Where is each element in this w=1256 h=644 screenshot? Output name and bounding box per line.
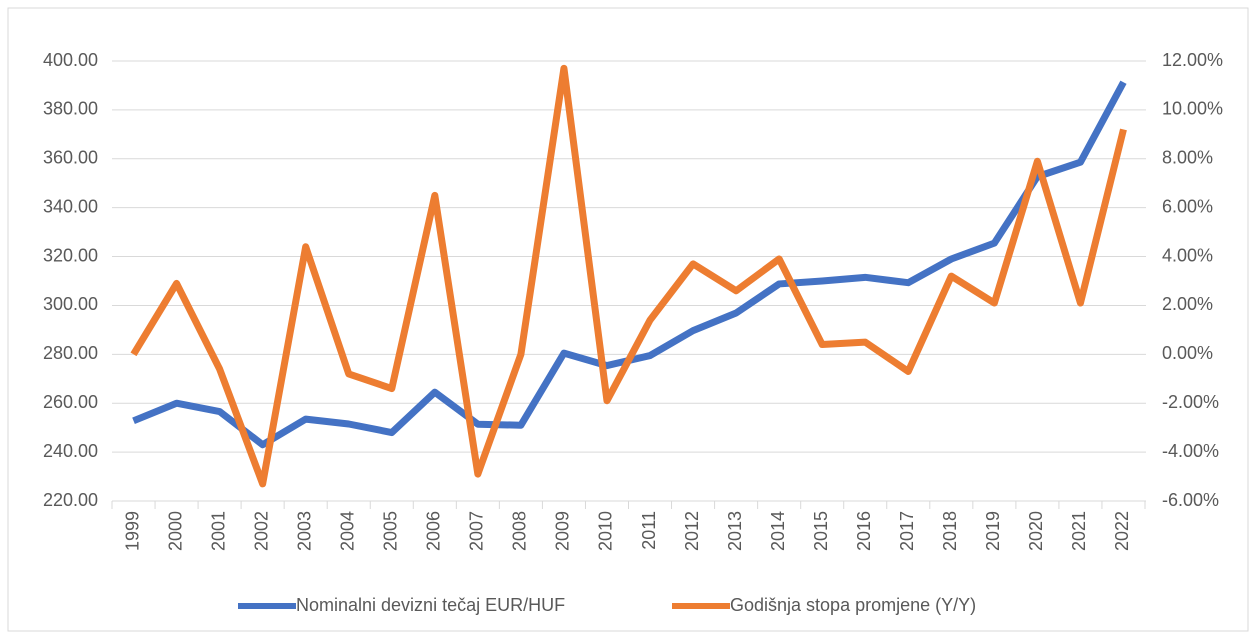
x-tick-label: 2004 [337,511,357,551]
legend-label: Godišnja stopa promjene (Y/Y) [730,595,976,615]
y-tick-label: 280.00 [43,343,98,363]
y2-tick-label: -6.00% [1162,490,1219,510]
x-tick-label: 2001 [208,511,228,551]
y-tick-label: 260.00 [43,392,98,412]
x-tick-label: 2013 [725,511,745,551]
legend-label: Nominalni devizni tečaj EUR/HUF [296,595,565,615]
x-tick-label: 1999 [122,511,142,551]
x-tick-label: 2010 [596,511,616,551]
y-tick-label: 360.00 [43,148,98,168]
x-tick-label: 2021 [1069,511,1089,551]
x-tick-label: 2016 [854,511,874,551]
y-tick-label: 320.00 [43,245,98,265]
x-tick-label: 2017 [897,511,917,551]
x-tick-label: 2018 [940,511,960,551]
y2-tick-label: -2.00% [1162,392,1219,412]
x-tick-label: 2008 [510,511,530,551]
y-tick-label: 380.00 [43,99,98,119]
x-tick-label: 2019 [983,511,1003,551]
x-tick-label: 2002 [251,511,271,551]
series-line [130,64,1127,488]
y2-tick-label: -4.00% [1162,441,1219,461]
y2-tick-label: 8.00% [1162,148,1213,168]
y-tick-label: 340.00 [43,196,98,216]
x-tick-label: 2003 [294,511,314,551]
chart-border [7,7,1249,632]
y-tick-label: 300.00 [43,294,98,314]
y2-tick-label: 6.00% [1162,196,1213,216]
x-tick-label: 2007 [467,511,487,551]
y2-tick-label: 0.00% [1162,343,1213,363]
x-tick-label: 2014 [768,511,788,551]
x-tick-label: 2005 [381,511,401,551]
x-tick-label: 2000 [165,511,185,551]
y2-tick-label: 12.00% [1162,50,1223,70]
x-tick-label: 2012 [682,511,702,551]
y-tick-label: 400.00 [43,50,98,70]
y2-tick-label: 2.00% [1162,294,1213,314]
y-tick-label: 240.00 [43,441,98,461]
x-tick-label: 2015 [811,511,831,551]
x-tick-label: 2022 [1112,511,1132,551]
x-tick-label: 2006 [424,511,444,551]
x-tick-label: 2009 [553,511,573,551]
x-tick-label: 2011 [639,511,659,550]
y2-tick-label: 10.00% [1162,99,1223,119]
y-tick-label: 220.00 [43,490,98,510]
x-tick-label: 2020 [1026,511,1046,551]
y2-tick-label: 4.00% [1162,245,1213,265]
